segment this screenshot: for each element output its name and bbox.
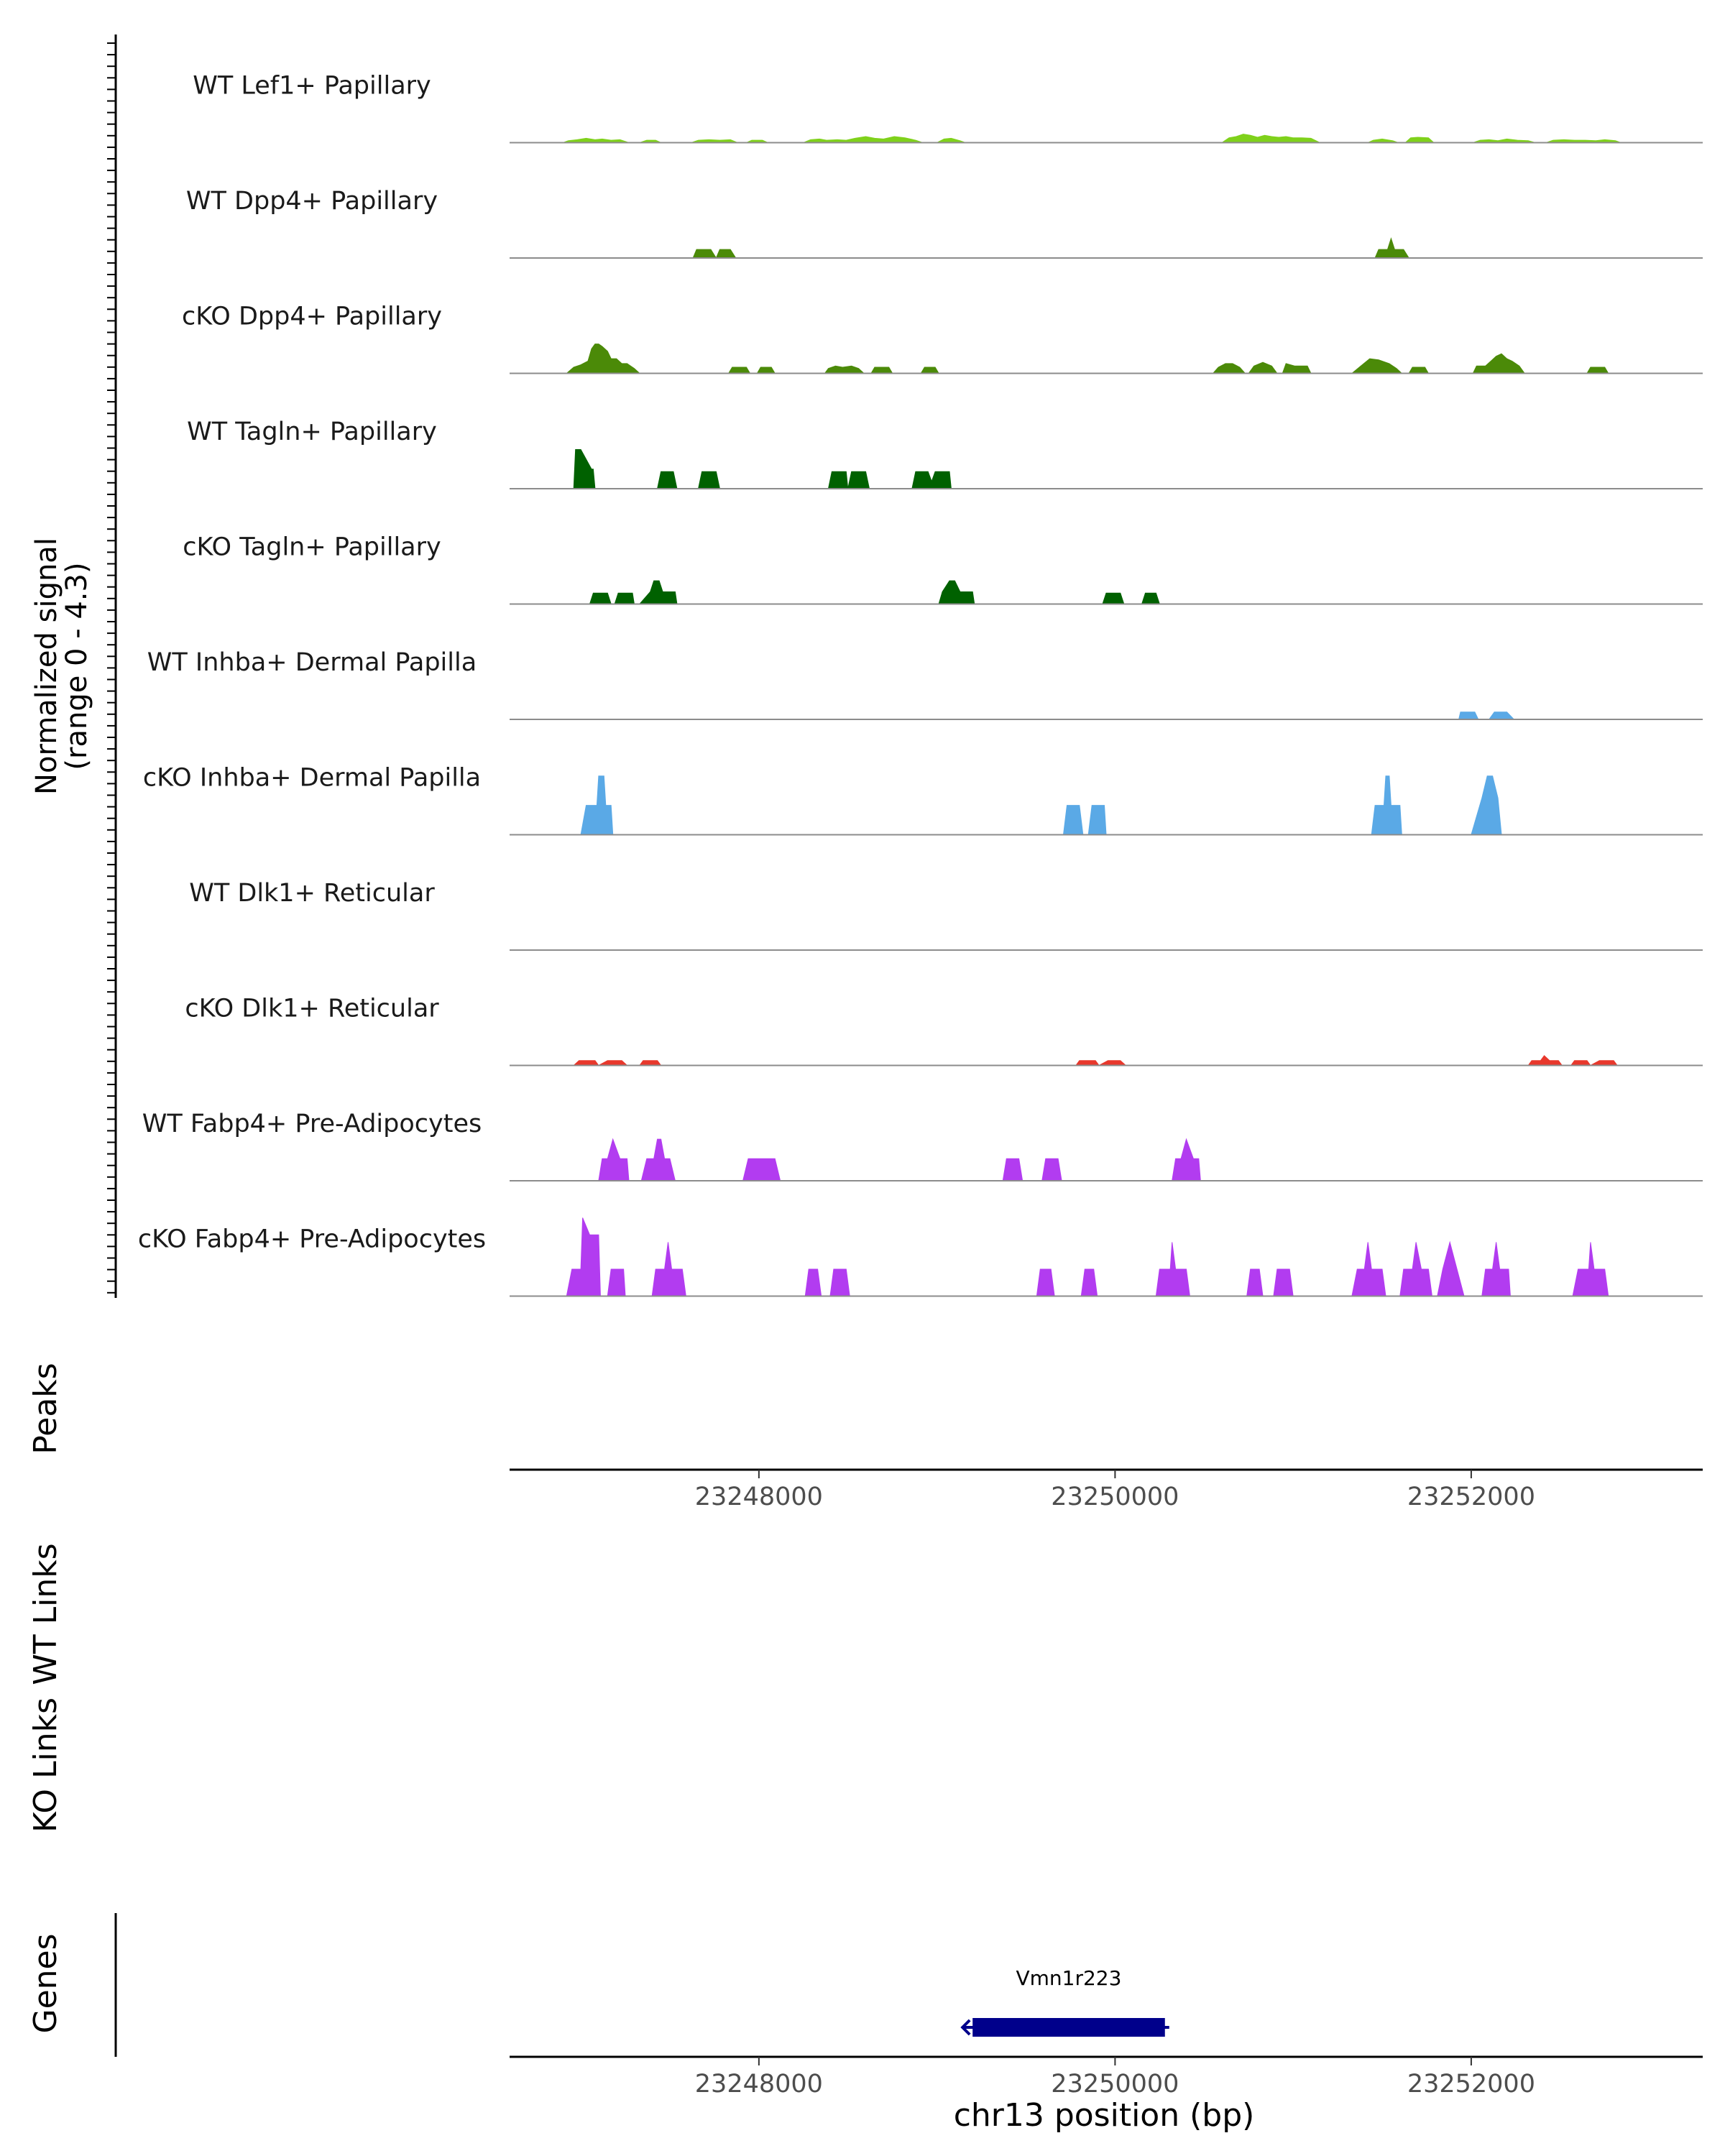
signal-area-wt-fabp4-pre-adipocytes xyxy=(598,1138,1201,1181)
track-label-cko-dlk1-reticular: cKO Dlk1+ Reticular xyxy=(185,995,439,1023)
track-label-wt-inhba-dermal-papilla: WT Inhba+ Dermal Papilla xyxy=(147,648,477,677)
genes-x-ticks: 23248000 23250000 23252000 xyxy=(695,2057,1535,2099)
signal-axis-label-line2: (range 0 - 4.3) xyxy=(60,562,93,770)
signal-area-cko-fabp4-pre-adipocytes xyxy=(566,1217,1609,1296)
signal-area-cko-dpp4-papillary xyxy=(565,344,1609,374)
track-wt-dpp4-papillary: WT Dpp4+ Papillary xyxy=(186,187,1703,259)
track-wt-lef1-papillary: WT Lef1+ Papillary xyxy=(193,72,1703,144)
gene-strand-arrow xyxy=(960,2019,971,2036)
signal-area-wt-dpp4-papillary xyxy=(692,237,1410,259)
track-label-wt-dlk1-reticular: WT Dlk1+ Reticular xyxy=(189,879,435,908)
wt-links-panel-label: WT Links xyxy=(27,1543,64,1685)
genes-x-tick-label: 23252000 xyxy=(1407,2070,1535,2099)
track-label-cko-fabp4-pre-adipocytes: cKO Fabp4+ Pre-Adipocytes xyxy=(138,1225,486,1254)
genes-x-tick-label: 23250000 xyxy=(1051,2070,1179,2099)
track-cko-dpp4-papillary: cKO Dpp4+ Papillary xyxy=(182,303,1703,374)
track-wt-tagln-papillary: WT Tagln+ Papillary xyxy=(187,418,1703,489)
track-label-wt-dpp4-papillary: WT Dpp4+ Papillary xyxy=(186,187,438,216)
gene-vmn1r223: Vmn1r223 xyxy=(960,1966,1169,2037)
signal-area-cko-inhba-dermal-papilla xyxy=(580,775,1502,835)
signal-area-wt-tagln-papillary xyxy=(573,449,952,489)
ko-links-panel-label: KO Links xyxy=(27,1697,64,1833)
signal-panel: WT Lef1+ Papillary WT Dpp4+ Papillary cKO … xyxy=(138,72,1703,1297)
track-cko-inhba-dermal-papilla: cKO Inhba+ Dermal Papilla xyxy=(143,764,1703,836)
track-cko-dlk1-reticular: cKO Dlk1+ Reticular xyxy=(185,995,1703,1067)
track-wt-fabp4-pre-adipocytes: WT Fabp4+ Pre-Adipocytes xyxy=(142,1110,1703,1181)
signal-area-wt-inhba-dermal-papilla xyxy=(1458,711,1515,720)
signal-area-cko-dlk1-reticular xyxy=(572,1055,1619,1067)
peaks-x-tick-label: 23248000 xyxy=(695,1483,823,1511)
x-axis-title: chr13 position (bp) xyxy=(954,2097,1255,2134)
signal-axis-label-line1: Normalized signal xyxy=(30,538,63,795)
track-label-wt-tagln-papillary: WT Tagln+ Papillary xyxy=(187,418,437,446)
track-label-cko-dpp4-papillary: cKO Dpp4+ Papillary xyxy=(182,303,442,331)
track-wt-dlk1-reticular: WT Dlk1+ Reticular xyxy=(189,879,1703,951)
peaks-x-tick-label: 23252000 xyxy=(1407,1483,1535,1511)
track-label-wt-lef1-papillary: WT Lef1+ Papillary xyxy=(193,72,431,101)
signal-area-cko-tagln-papillary xyxy=(589,580,1160,604)
peaks-x-ticks: 23248000 23250000 23252000 xyxy=(695,1470,1535,1511)
track-label-cko-inhba-dermal-papilla: cKO Inhba+ Dermal Papilla xyxy=(143,764,481,793)
track-label-cko-tagln-papillary: cKO Tagln+ Papillary xyxy=(183,533,441,562)
peaks-x-tick-label: 23250000 xyxy=(1051,1483,1179,1511)
track-label-wt-fabp4-pre-adipocytes: WT Fabp4+ Pre-Adipocytes xyxy=(142,1110,482,1138)
peaks-panel-label: Peaks xyxy=(27,1363,64,1454)
gene-label: Vmn1r223 xyxy=(1016,1966,1121,1990)
signal-y-ticks xyxy=(107,42,116,1294)
genes-panel-label: Genes xyxy=(27,1933,64,2033)
genes-panel: Vmn1r223 xyxy=(960,1966,1169,2037)
track-cko-tagln-papillary: cKO Tagln+ Papillary xyxy=(183,533,1703,605)
genes-x-tick-label: 23248000 xyxy=(695,2070,823,2099)
track-wt-inhba-dermal-papilla: WT Inhba+ Dermal Papilla xyxy=(147,648,1703,720)
signal-area-wt-lef1-papillary xyxy=(563,134,1622,143)
track-cko-fabp4-pre-adipocytes: cKO Fabp4+ Pre-Adipocytes xyxy=(138,1217,1703,1297)
